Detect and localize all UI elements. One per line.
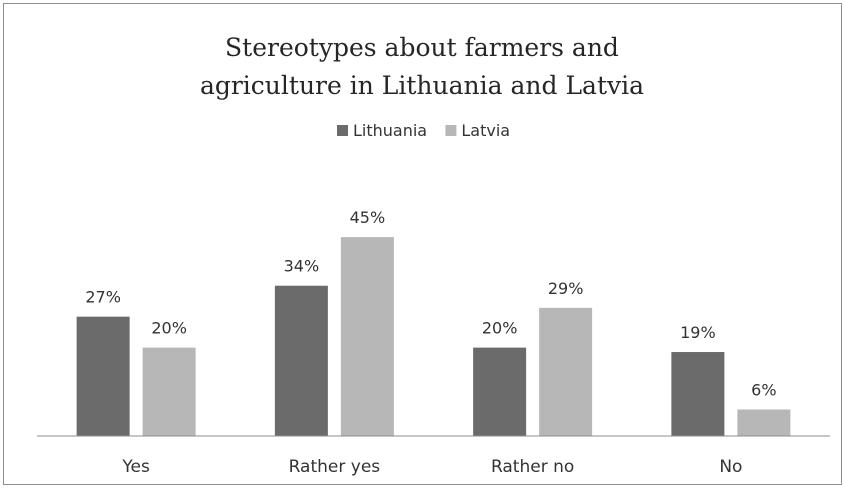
bar-lithuania-no	[671, 352, 725, 436]
x-axis-tick-labels: Yes Rather yes Rather no No	[121, 457, 742, 477]
bar-lithuania-yes	[76, 316, 130, 436]
data-label-latvia-rather-no: 29%	[548, 279, 584, 298]
x-tick-label-rather-yes: Rather yes	[289, 457, 381, 477]
bar-latvia-yes	[142, 347, 196, 436]
x-tick-label-rather-no: Rather no	[491, 457, 574, 477]
data-label-latvia-rather-yes: 45%	[350, 208, 386, 227]
x-tick-label-yes: Yes	[121, 457, 150, 477]
legend-label-latvia: Latvia	[461, 121, 510, 140]
legend-swatch-latvia	[445, 125, 457, 136]
bar-lithuania-rather-no	[473, 347, 527, 436]
legend-label-lithuania: Lithuania	[353, 121, 427, 140]
data-label-latvia-no: 6%	[751, 380, 776, 399]
bar-lithuania-rather-yes	[274, 285, 328, 436]
data-label-lithuania-no: 19%	[680, 323, 716, 342]
data-labels-group: 27% 20% 34% 45% 20% 29% 19% 6%	[85, 208, 776, 399]
data-label-lithuania-yes: 27%	[85, 288, 121, 307]
chart-title-line-1: Stereotypes about farmers and	[225, 33, 619, 62]
data-label-lithuania-rather-yes: 34%	[284, 257, 320, 276]
bars-group	[76, 237, 791, 436]
bar-latvia-rather-yes	[340, 237, 394, 436]
bar-latvia-rather-no	[539, 307, 593, 436]
x-tick-label-no: No	[719, 457, 742, 477]
bar-latvia-no	[737, 409, 791, 436]
data-label-lithuania-rather-no: 20%	[482, 319, 518, 338]
legend: Lithuania Latvia	[337, 121, 510, 140]
chart-title-line-2: agriculture in Lithuania and Latvia	[200, 71, 644, 100]
legend-swatch-lithuania	[337, 125, 348, 136]
data-label-latvia-yes: 20%	[151, 319, 187, 338]
